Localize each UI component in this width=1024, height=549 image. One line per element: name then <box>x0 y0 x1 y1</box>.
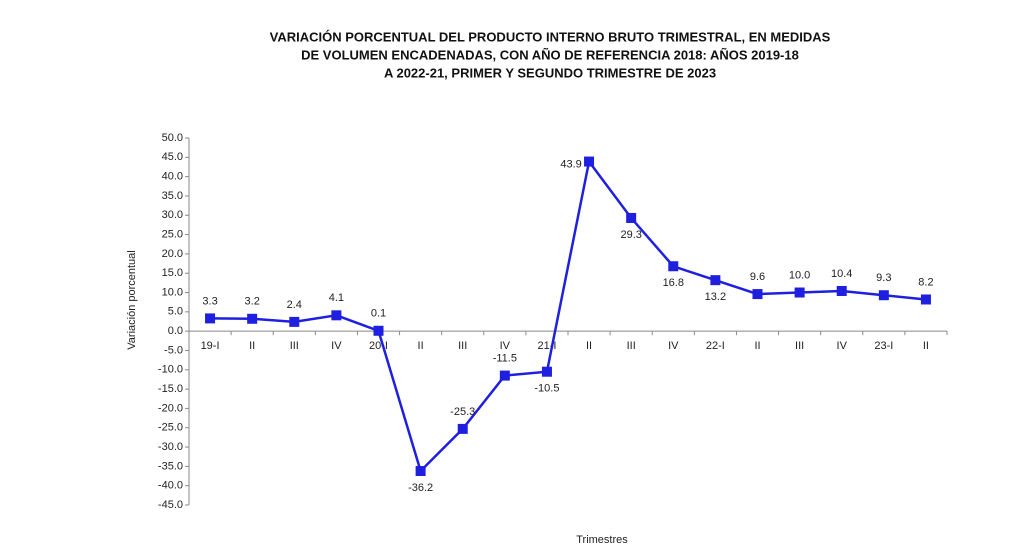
data-point <box>331 310 342 321</box>
x-axis-label: Trimestres <box>576 534 628 546</box>
x-tick-label: 19-I <box>201 340 220 352</box>
y-tick-label: 25.0 <box>162 228 183 240</box>
data-label: 2.4 <box>287 299 302 311</box>
data-label: 8.2 <box>918 276 933 288</box>
data-label: 13.2 <box>705 291 726 303</box>
y-tick-label: -10.0 <box>158 364 183 376</box>
data-label: -11.5 <box>493 352 517 364</box>
data-point <box>289 316 300 327</box>
y-tick-label: 45.0 <box>162 151 183 163</box>
data-label: 43.9 <box>560 158 581 170</box>
data-label: 9.6 <box>750 271 765 283</box>
y-tick-label: 40.0 <box>162 171 183 183</box>
data-line <box>210 158 927 474</box>
x-tick-label: II <box>586 340 592 352</box>
x-tick-label: III <box>458 340 467 352</box>
data-point <box>752 289 763 300</box>
data-point <box>247 313 258 324</box>
y-tick-label: 50.0 <box>162 132 183 144</box>
data-point <box>668 261 679 272</box>
x-tick-label: II <box>249 340 255 352</box>
data-point <box>626 212 637 223</box>
y-tick-label: 10.0 <box>162 286 183 298</box>
y-tick-label: -15.0 <box>158 383 183 395</box>
y-tick-label: 20.0 <box>162 248 183 260</box>
y-tick-label: 35.0 <box>162 190 183 202</box>
data-point <box>541 366 552 377</box>
chart-title: DE VOLUMEN ENCADENADAS, CON AÑO DE REFER… <box>301 47 799 62</box>
y-tick-label: -40.0 <box>158 480 183 492</box>
x-tick-label: III <box>290 340 299 352</box>
data-label: 9.3 <box>876 272 891 284</box>
data-point <box>415 466 426 477</box>
data-label: 16.8 <box>663 277 684 289</box>
data-label: 0.1 <box>371 308 386 320</box>
y-tick-label: -25.0 <box>158 422 183 434</box>
data-label: 10.0 <box>789 269 810 281</box>
y-axis-label: Variación porcentual <box>126 250 138 349</box>
x-tick-label: III <box>627 340 636 352</box>
x-tick-label: II <box>923 340 929 352</box>
x-tick-label: 23-I <box>874 340 893 352</box>
data-point <box>457 423 468 434</box>
y-tick-label: -45.0 <box>158 499 183 511</box>
data-label: -10.5 <box>534 383 559 395</box>
x-tick-label: IV <box>500 340 511 352</box>
x-tick-label: IV <box>668 340 679 352</box>
data-label: -25.3 <box>450 406 475 418</box>
data-point <box>499 370 510 381</box>
data-point <box>373 325 384 336</box>
x-tick-label: II <box>418 340 424 352</box>
x-tick-label: IV <box>331 340 342 352</box>
y-tick-label: -20.0 <box>158 402 183 414</box>
data-point <box>710 275 721 286</box>
data-label: 3.2 <box>245 296 260 308</box>
data-point <box>584 156 595 167</box>
data-point <box>794 287 805 298</box>
data-label: 10.4 <box>831 268 852 280</box>
y-tick-label: 30.0 <box>162 209 183 221</box>
x-tick-label: 22-I <box>706 340 725 352</box>
chart-title: VARIACIÓN PORCENTUAL DEL PRODUCTO INTERN… <box>270 29 831 44</box>
chart-title: A 2022-21, PRIMER Y SEGUNDO TRIMESTRE DE… <box>384 65 716 80</box>
data-label: -36.2 <box>408 482 433 494</box>
y-tick-label: -5.0 <box>164 344 183 356</box>
y-tick-label: -30.0 <box>158 441 183 453</box>
x-tick-label: IV <box>837 340 848 352</box>
data-label: 4.1 <box>329 292 344 304</box>
data-label: 29.3 <box>620 229 641 241</box>
data-point <box>836 285 847 296</box>
y-tick-label: 5.0 <box>168 306 183 318</box>
data-label: 3.3 <box>202 295 217 307</box>
data-point <box>878 290 889 301</box>
data-point <box>920 294 931 305</box>
y-tick-label: 15.0 <box>162 267 183 279</box>
x-tick-label: III <box>795 340 804 352</box>
data-point <box>205 313 216 324</box>
x-tick-label: II <box>754 340 760 352</box>
y-tick-label: -35.0 <box>158 460 183 472</box>
y-tick-label: 0.0 <box>168 325 183 337</box>
